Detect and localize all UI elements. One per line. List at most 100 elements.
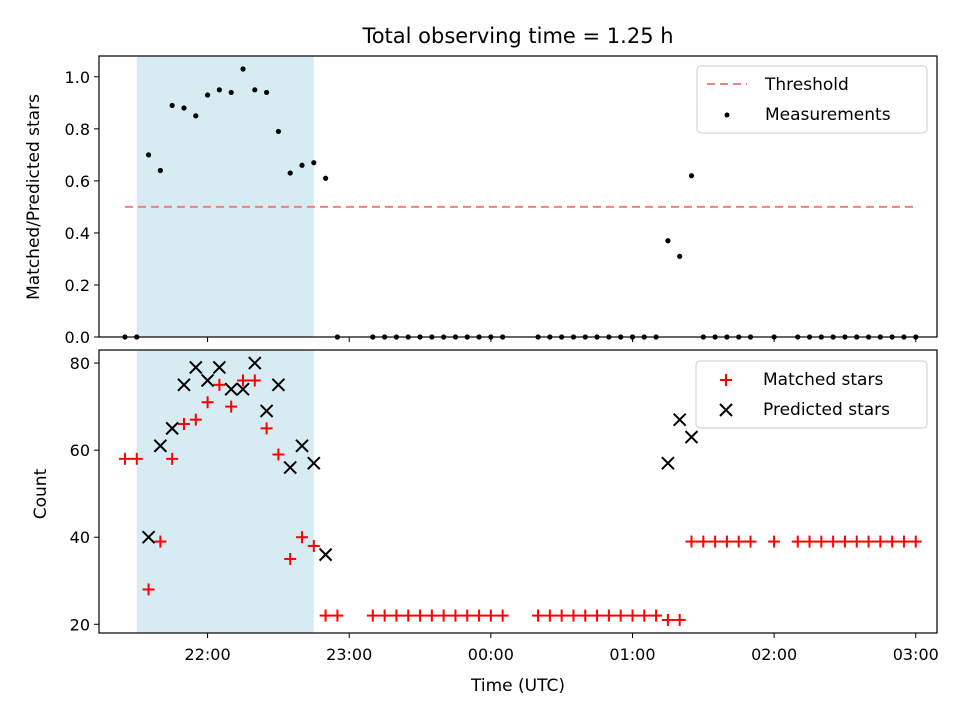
bottom-plot-frame xyxy=(98,349,938,634)
x-tick-label: 00:00 xyxy=(468,645,514,664)
matched-star-point xyxy=(437,609,450,622)
predicted-star-stroke-b xyxy=(153,439,168,453)
matched-star-point xyxy=(897,535,910,548)
top-shaded-region xyxy=(136,56,314,337)
predicted-star-stroke-b xyxy=(307,456,321,470)
matched-star-point xyxy=(591,609,604,622)
matched-star-point xyxy=(248,374,261,387)
matched-star-point xyxy=(284,552,297,565)
predicted-star-point xyxy=(153,439,168,453)
predicted-star-point xyxy=(224,382,238,396)
predicted-star-point xyxy=(259,404,274,418)
matched-star-point xyxy=(602,609,615,622)
matched-star-point xyxy=(449,609,462,622)
predicted-star-point xyxy=(318,547,333,562)
matched-star-point xyxy=(886,535,899,548)
matched-star-point xyxy=(827,535,840,548)
measurement-point xyxy=(287,170,293,176)
predicted-star-stroke-b xyxy=(189,360,203,375)
measurement-point xyxy=(688,173,695,179)
top-y-tick-label: 0.0 xyxy=(65,328,90,347)
predicted-star-point xyxy=(271,378,286,392)
matched-star-point xyxy=(378,609,391,622)
chart-title: Total observing time = 1.25 h xyxy=(361,24,673,48)
matched-star-point xyxy=(496,609,509,622)
matched-star-point xyxy=(720,535,733,548)
measurement-point xyxy=(311,160,317,166)
legend-predicted-swatch xyxy=(719,403,733,417)
bottom-shaded-region xyxy=(136,350,314,633)
predicted-star-stroke-b xyxy=(684,430,699,444)
measurement-point xyxy=(323,175,329,181)
x-tick-label: 03:00 xyxy=(893,645,939,664)
predicted-star-point xyxy=(165,421,179,436)
measurement-point xyxy=(169,102,175,109)
matched-star-point xyxy=(555,609,568,622)
top-y-tick-label: 0.8 xyxy=(65,120,90,139)
matched-star-point xyxy=(874,535,887,548)
bottom-x-axis: 22:00 23:00 00:00 01:00 02:00 03:00 xyxy=(185,633,939,664)
top-plot-frame xyxy=(98,55,938,338)
measurement-point xyxy=(228,89,234,96)
matched-star-point xyxy=(366,609,379,622)
matched-star-point xyxy=(532,609,545,622)
matched-star-point xyxy=(201,396,214,409)
measurement-point xyxy=(193,113,199,119)
predicted-star-stroke-b xyxy=(177,378,191,392)
bottom-y-axis: 20 40 60 80 xyxy=(70,354,99,634)
matched-star-point xyxy=(484,609,497,622)
measurement-point xyxy=(240,66,246,72)
measurement-point xyxy=(145,152,152,158)
top-x-ticks xyxy=(207,337,917,342)
predicted-star-stroke-b xyxy=(661,456,675,470)
matched-star-point xyxy=(225,400,238,413)
matched-star-point xyxy=(685,535,698,548)
predicted-star-stroke-b xyxy=(248,356,262,370)
predicted-star-stroke-b xyxy=(318,547,333,562)
bottom-legend: Matched stars Predicted stars xyxy=(695,360,928,429)
predicted-star-stroke-b xyxy=(141,530,156,544)
predicted-star-stroke-b xyxy=(165,421,179,436)
matched-star-point xyxy=(838,535,851,548)
measurement-point xyxy=(299,162,305,168)
top-panel: 0.0 0.2 0.4 0.6 0.8 1.0 Matched/Predicted sta… xyxy=(24,55,938,347)
bottom-legend-box xyxy=(695,360,928,429)
matched-star-point xyxy=(402,609,415,622)
top-y-tick-label: 1.0 xyxy=(65,68,90,87)
matched-star-point xyxy=(673,613,686,626)
matched-star-point xyxy=(815,535,828,548)
top-legend-box xyxy=(696,65,928,134)
matched-star-point xyxy=(850,535,863,548)
predicted-star-stroke-b xyxy=(295,439,309,453)
measurement-point xyxy=(216,87,222,93)
legend-threshold-label: Threshold xyxy=(764,75,849,95)
legend-matched-swatch xyxy=(720,374,732,386)
bottom-markers xyxy=(118,356,922,626)
matched-star-point xyxy=(791,535,804,548)
matched-star-point xyxy=(697,535,710,548)
matched-star-point xyxy=(803,535,816,548)
predicted-star-point xyxy=(189,360,203,375)
matched-star-point xyxy=(461,609,474,622)
predicted-star-point xyxy=(141,530,156,544)
matched-star-point xyxy=(425,609,438,622)
matched-star-point xyxy=(189,413,202,426)
matched-star-point xyxy=(768,535,781,548)
predicted-star-stroke-b xyxy=(283,460,297,475)
top-y-tick-label: 0.4 xyxy=(65,224,90,243)
bottom-y-tick-label: 80 xyxy=(70,354,90,373)
predicted-star-stroke-b xyxy=(259,404,274,418)
matched-star-point xyxy=(390,609,403,622)
matched-star-point xyxy=(331,609,344,622)
x-tick-label: 01:00 xyxy=(609,645,655,664)
predicted-star-stroke-b xyxy=(271,378,286,392)
predicted-star-point xyxy=(177,378,191,392)
matched-star-point xyxy=(909,535,922,548)
legend-measurements-label: Measurements xyxy=(765,105,891,125)
measurement-point xyxy=(181,105,187,111)
matched-star-point xyxy=(626,609,639,622)
matched-star-point xyxy=(260,422,273,435)
matched-star-point xyxy=(118,452,131,465)
